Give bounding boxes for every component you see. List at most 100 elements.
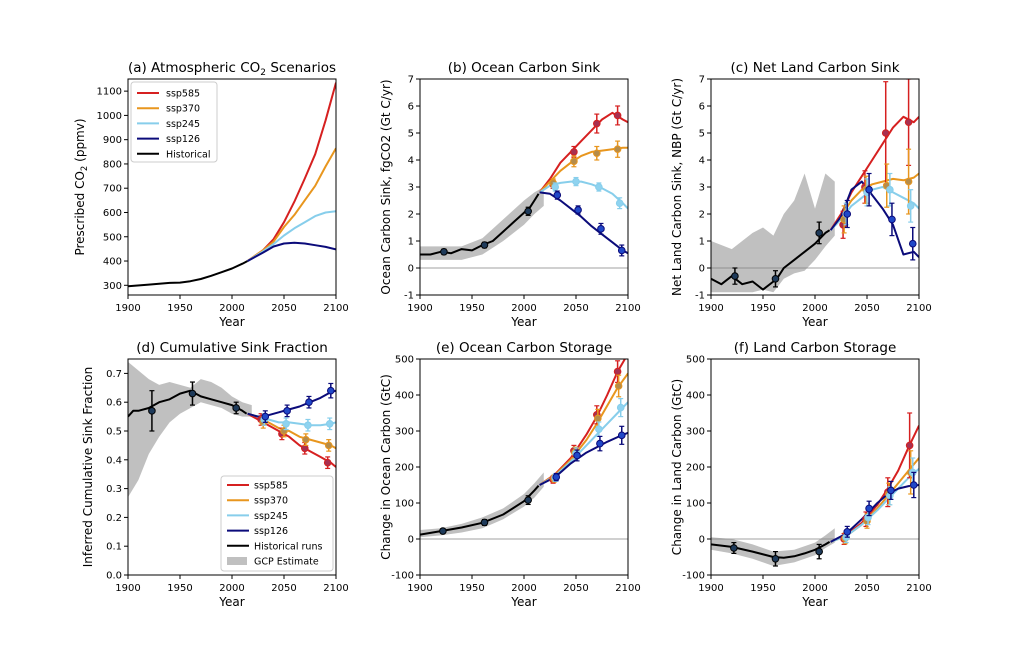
series-line-ssp245 <box>247 210 336 262</box>
y-tick-label: 1000 <box>97 111 122 122</box>
legend-label: Historical runs <box>254 541 322 552</box>
data-point <box>865 185 873 194</box>
x-axis-label: Year <box>218 315 244 329</box>
data-point <box>261 412 270 421</box>
y-tick-label: 300 <box>103 281 122 292</box>
y-tick-label: 2 <box>408 210 414 221</box>
y-tick-label: 300 <box>395 427 414 438</box>
y-tick-label: 2 <box>699 210 705 221</box>
data-point <box>324 441 333 450</box>
x-tick-label: 2050 <box>854 583 879 594</box>
legend-label: ssp370 <box>254 496 288 507</box>
panel-b: 1900 1950 2000 2050 2100 -1 0 1 2 3 4 5 6 7 Year (b) Oc… <box>379 60 641 329</box>
y-tick-label: 900 <box>103 135 122 146</box>
data-point <box>615 199 624 207</box>
data-point <box>904 177 913 186</box>
data-point <box>771 275 780 283</box>
x-tick-label: 1950 <box>750 303 775 314</box>
x-axis-label: Year <box>510 315 536 329</box>
data-point <box>617 246 626 255</box>
data-point <box>908 239 917 248</box>
y-tick-label: 7 <box>699 75 705 86</box>
x-axis-label: Year <box>801 315 827 329</box>
y-tick-label: 0.1 <box>106 542 122 553</box>
y-tick-label: 0.6 <box>106 398 122 409</box>
data-point <box>731 272 739 280</box>
data-point <box>595 183 603 191</box>
y-axis-label: Inferred Cumulative Sink Fraction <box>81 367 95 567</box>
legend-label: ssp585 <box>254 481 288 492</box>
data-point <box>480 241 489 249</box>
chart-title: (f) Land Carbon Storage <box>734 340 897 356</box>
chart-title: (c) Net Land Carbon Sink <box>730 60 899 76</box>
data-point <box>888 215 896 224</box>
data-point <box>551 183 560 191</box>
series-line-historical-runs <box>128 389 248 418</box>
x-axis-label: Year <box>218 595 244 609</box>
x-tick-label: 2050 <box>563 303 588 314</box>
y-tick-label: 200 <box>686 463 705 474</box>
x-tick-label: 1900 <box>698 583 723 594</box>
y-tick-label: 200 <box>395 463 414 474</box>
data-point <box>570 157 578 166</box>
data-point <box>617 431 626 440</box>
panel-e: 1900 1950 2000 2050 2100 -100 0 100 200 300 400 500… <box>379 340 641 609</box>
x-tick-label: 1950 <box>459 303 484 314</box>
data-point <box>815 229 823 237</box>
data-point <box>325 420 334 428</box>
y-tick-label: 1 <box>699 237 705 248</box>
data-point <box>304 421 312 430</box>
y-tick-label: 0.7 <box>106 369 122 380</box>
x-tick-label: 1900 <box>698 303 723 314</box>
x-tick-label: 2000 <box>802 583 827 594</box>
data-point <box>910 481 918 489</box>
y-tick-label: 100 <box>395 499 414 510</box>
data-point <box>148 407 156 415</box>
series-line-ssp126 <box>247 241 336 262</box>
y-tick-label: 0.2 <box>106 513 122 524</box>
data-point <box>730 544 738 552</box>
x-axis-label: Year <box>510 595 536 609</box>
x-tick-label: 2000 <box>511 303 536 314</box>
data-point <box>881 129 890 137</box>
y-tick-label: 1 <box>408 237 414 248</box>
series-line-historical-runs <box>711 541 831 559</box>
data-point <box>616 403 625 412</box>
y-tick-label: -1 <box>695 291 705 302</box>
data-point <box>843 210 852 218</box>
legend-label: ssp370 <box>166 104 200 115</box>
y-tick-label: 0.0 <box>106 571 122 582</box>
x-axis-label: Year <box>801 595 827 609</box>
data-point <box>302 435 310 444</box>
x-tick-label: 1900 <box>407 583 432 594</box>
data-point <box>573 451 581 460</box>
chart-title: (e) Ocean Carbon Storage <box>436 340 612 356</box>
legend-label: ssp245 <box>254 511 288 522</box>
y-tick-label: 0.3 <box>106 484 122 495</box>
x-tick-label: 1950 <box>167 583 192 594</box>
y-tick-label: 5 <box>699 129 705 140</box>
y-tick-label: 0.5 <box>106 427 122 438</box>
data-point <box>771 555 780 563</box>
data-point <box>553 191 562 199</box>
data-point <box>905 441 914 450</box>
data-point <box>283 407 291 415</box>
legend-label: ssp245 <box>166 119 200 130</box>
y-tick-label: 700 <box>103 184 122 195</box>
data-point <box>595 425 603 434</box>
data-point <box>613 145 622 153</box>
data-point <box>593 149 601 158</box>
data-point <box>439 527 447 535</box>
x-tick-label: 2100 <box>906 303 931 314</box>
data-point <box>906 202 915 210</box>
y-tick-label: 400 <box>103 257 122 268</box>
data-point <box>480 518 489 527</box>
y-tick-label: 400 <box>686 391 705 402</box>
data-point <box>232 404 240 412</box>
gcp-estimate-band <box>711 173 835 293</box>
y-tick-label: 0 <box>408 535 414 546</box>
legend-a: ssp585 ssp370 ssp245 ssp126 Historical <box>130 81 218 163</box>
y-tick-label: 0 <box>699 264 705 275</box>
chart-title: (b) Ocean Carbon Sink <box>448 60 601 76</box>
legend-label: ssp126 <box>166 134 200 145</box>
